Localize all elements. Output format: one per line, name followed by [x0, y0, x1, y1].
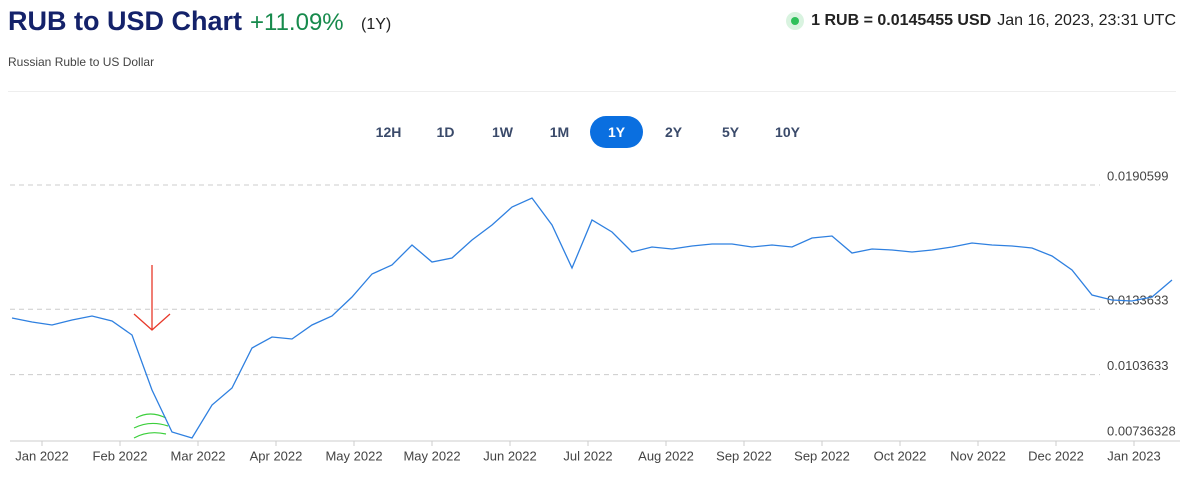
annotation-marks: [133, 413, 169, 439]
subtitle: Russian Ruble to US Dollar: [8, 55, 155, 69]
x-tick-label: Feb 2022: [93, 448, 148, 463]
x-tick-label: Jul 2022: [563, 448, 612, 463]
range-button[interactable]: 2Y: [647, 116, 700, 148]
x-tick-label: Apr 2022: [250, 448, 303, 463]
x-tick-label: May 2022: [403, 448, 460, 463]
rate-box: 1 RUB = 0.0145455 USD Jan 16, 2023, 23:3…: [791, 12, 1176, 30]
x-tick-label: Mar 2022: [171, 448, 226, 463]
x-tick-label: Oct 2022: [874, 448, 927, 463]
range-button[interactable]: 1W: [476, 116, 529, 148]
x-tick-label: Aug 2022: [638, 448, 694, 463]
range-button[interactable]: 1Y: [590, 116, 643, 148]
x-tick-label: Jun 2022: [483, 448, 537, 463]
live-dot: [791, 17, 800, 25]
annotation-arrow: [133, 265, 171, 331]
price-line: [11, 197, 1173, 439]
range-selector: 12H 1D 1W 1M 1Y 2Y 5Y 10Y: [362, 116, 814, 148]
rate: 1 RUB = 0.0145455 USD: [811, 12, 992, 29]
divider: [8, 91, 1176, 92]
range-button[interactable]: 1D: [419, 116, 472, 148]
timestamp: Jan 16, 2023, 23:31 UTC: [997, 12, 1176, 29]
x-tick-label: Sep 2022: [794, 448, 850, 463]
x-tick-label: Jan 2022: [15, 448, 69, 463]
x-tick-label: Sep 2022: [716, 448, 772, 463]
x-tick-label: Nov 2022: [950, 448, 1006, 463]
y-tick-label: 0.00736328: [1107, 423, 1176, 438]
x-tick-label: May 2022: [325, 448, 382, 463]
x-tick-label: Dec 2022: [1028, 448, 1084, 463]
range-button[interactable]: 10Y: [761, 116, 814, 148]
title: RUB to USD Chart: [8, 6, 242, 36]
period: (1Y): [361, 16, 392, 33]
range-button[interactable]: 5Y: [704, 116, 757, 148]
y-tick-label: 0.0103633: [1107, 358, 1168, 373]
range-button[interactable]: 1M: [533, 116, 586, 148]
range-button[interactable]: 12H: [362, 116, 415, 148]
change: +11.09%: [250, 9, 344, 36]
y-tick-label: 0.0190599: [1107, 168, 1168, 183]
x-tick-label: Jan 2023: [1107, 448, 1161, 463]
